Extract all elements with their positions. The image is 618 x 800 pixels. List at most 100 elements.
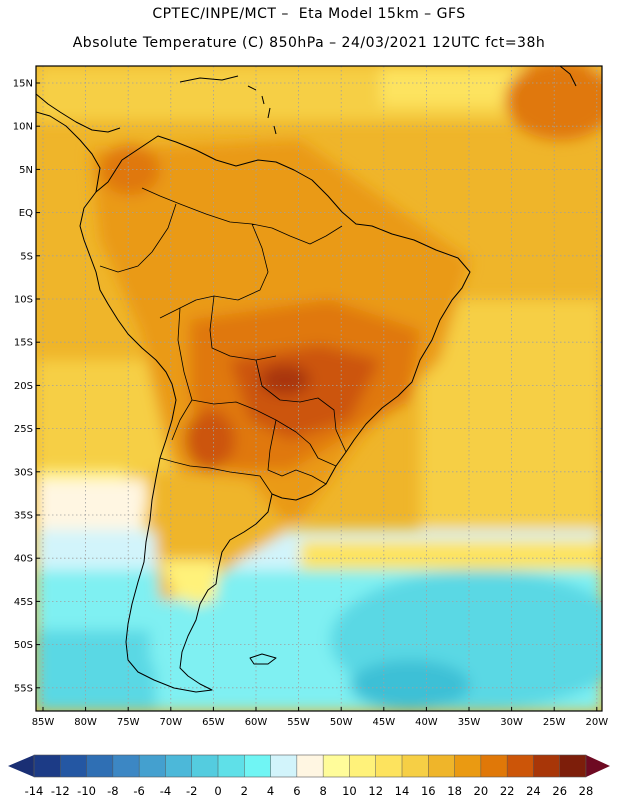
colorbar-tick-label: 18 — [447, 784, 462, 798]
south-america-outline — [79, 135, 471, 693]
colorbar-cell — [559, 755, 587, 777]
caribbean-islands — [179, 66, 577, 135]
lat-tick-label: 45S — [14, 597, 33, 608]
lat-tick-label: 35S — [14, 511, 33, 522]
colorbar-cell — [218, 755, 245, 777]
chart-title-line-2: Absolute Temperature (C) 850hPa – 24/03/… — [72, 35, 546, 51]
colorbar-tick-label: 22 — [500, 784, 515, 798]
central-america-outline — [36, 93, 121, 193]
lon-tick-label: 55W — [287, 717, 310, 728]
lat-tick-label: 50S — [14, 640, 33, 651]
colorbar-cell — [480, 755, 508, 777]
lon-tick-label: 65W — [202, 717, 225, 728]
field-cold-core — [350, 660, 470, 710]
lon-tick-label: 40W — [415, 717, 438, 728]
colorbar-tick-label: 14 — [395, 784, 410, 798]
lat-tick-label: 40S — [14, 554, 33, 565]
field-core-max — [260, 365, 310, 395]
lon-tick-label: 75W — [117, 717, 140, 728]
lon-tick-label: 35W — [458, 717, 481, 728]
colorbar-tick-label: -8 — [107, 784, 118, 798]
colorbar-cell — [507, 755, 534, 777]
colorbar-tick-label: 2 — [241, 784, 248, 798]
field-patagonia-yellow — [160, 560, 220, 610]
colorbar-tick-label: 0 — [214, 784, 221, 798]
lat-tick-label: 30S — [14, 467, 33, 478]
lat-tick-label: EQ — [19, 208, 33, 219]
colorbar-cell — [139, 755, 166, 777]
field-pacific-cream — [36, 480, 146, 530]
lon-tick-label: 60W — [245, 717, 268, 728]
colorbar-tick-label: -14 — [25, 784, 44, 798]
chart-title-line-1: CPTEC/INPE/MCT – Eta Model 15km – GFS — [152, 6, 466, 22]
colorbar-tick-label: -12 — [51, 784, 70, 798]
lon-tick-label: 70W — [159, 717, 182, 728]
lat-lon-grid — [36, 66, 602, 711]
colorbar-tick-label: -10 — [77, 784, 96, 798]
colorbar-cell — [34, 755, 61, 777]
colorbar-cell — [533, 755, 561, 777]
lon-tick-label: 80W — [74, 717, 97, 728]
colorbar-tick-label: 24 — [526, 784, 541, 798]
colorbar-tick-label: 8 — [319, 784, 326, 798]
colorbar: -14 -12 -10 -8 -6 -4 -2 0 2 4 6 8 10 12 14 16 18 20 22 24 26… — [8, 754, 610, 798]
colorbar-cell — [402, 755, 429, 777]
country-borders — [99, 187, 347, 495]
colorbar-cell — [244, 755, 271, 777]
colorbar-cell — [323, 755, 350, 777]
coastlines — [36, 66, 577, 693]
colorbar-tick-label: -2 — [186, 784, 197, 798]
lon-tick-label: 20W — [585, 717, 608, 728]
colorbar-tick-label: 6 — [293, 784, 300, 798]
colorbar-low-arrow — [8, 755, 34, 777]
map-frame — [35, 65, 603, 712]
field-atlantic-mid — [420, 300, 602, 500]
colorbar-high-arrow — [586, 755, 610, 777]
colorbar-tick-label: 16 — [421, 784, 436, 798]
latitude-axis: 15N 10N 5N EQ 5S 10S 15S 20S 25S 30S 35S 40S 45S 50S 5… — [13, 79, 40, 694]
colorbar-tick-label: 4 — [267, 784, 274, 798]
lat-tick-label: 25S — [14, 424, 33, 435]
colorbar-cell — [165, 755, 193, 777]
lon-tick-label: 50W — [330, 717, 353, 728]
lon-tick-label: 30W — [500, 717, 523, 728]
lat-tick-label: 10S — [14, 295, 33, 306]
lon-tick-label: 85W — [32, 717, 55, 728]
colorbar-cell — [191, 755, 219, 777]
field-hot-north-east — [505, 66, 602, 140]
field-tierra-cool — [150, 600, 200, 690]
field-cold-south-pacific — [36, 630, 156, 711]
lon-tick-label: 45W — [372, 717, 395, 728]
lat-tick-label: 5S — [20, 251, 33, 262]
colorbar-tick-label: -6 — [133, 784, 144, 798]
colorbar-cell — [270, 755, 298, 777]
colorbar-tick-label: 10 — [342, 784, 357, 798]
colorbar-tick-label: 12 — [368, 784, 383, 798]
field-south-atlantic-gold — [420, 500, 602, 530]
colorbar-cell — [428, 755, 455, 777]
falkland-islands — [249, 653, 277, 665]
lon-tick-label: 25W — [543, 717, 566, 728]
lat-tick-label: 5N — [19, 165, 33, 176]
lat-tick-label: 15N — [13, 79, 33, 90]
colorbar-tick-label: 26 — [552, 784, 567, 798]
colorbar-cell — [112, 755, 140, 777]
colorbar-cell — [86, 755, 114, 777]
colorbar-cell — [349, 755, 377, 777]
lat-tick-label: 55S — [14, 683, 33, 694]
lat-tick-label: 20S — [14, 381, 33, 392]
colorbar-cell — [454, 755, 482, 777]
colorbar-cell — [60, 755, 87, 777]
colorbar-tick-label: -4 — [160, 784, 171, 798]
colorbar-tick-label: 28 — [579, 784, 594, 798]
field-hot-colombia — [100, 145, 160, 195]
field-hot-chaco — [185, 410, 235, 470]
colorbar-cell — [296, 755, 324, 777]
colorbar-tick-label: 20 — [474, 784, 489, 798]
field-land-hottest — [230, 345, 380, 440]
lat-tick-label: 10N — [13, 122, 33, 133]
longitude-axis: 85W 80W 75W 70W 65W 60W 55W 50W 45W 40W 35W 30W 25W 2… — [32, 707, 608, 728]
temperature-field — [36, 66, 602, 711]
colorbar-cell — [375, 755, 403, 777]
